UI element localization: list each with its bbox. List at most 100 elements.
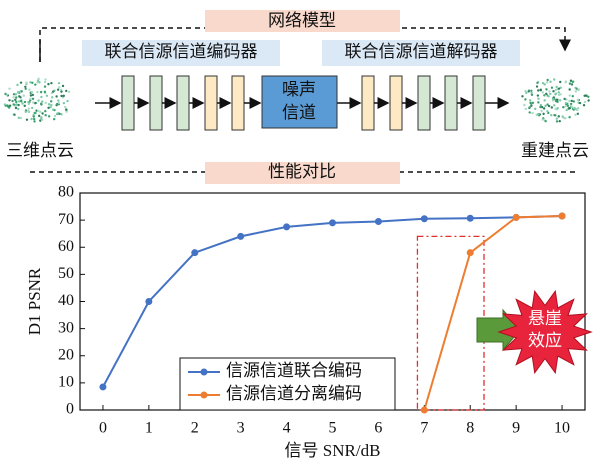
cloud-point — [575, 90, 577, 92]
cloud-point — [542, 91, 544, 93]
cloud-point — [56, 103, 58, 105]
cloud-point — [27, 101, 29, 103]
cloud-point — [553, 104, 555, 106]
cloud-point — [557, 107, 559, 109]
cloud-point — [27, 110, 29, 112]
cloud-point — [26, 119, 28, 121]
y-tick-label: 20 — [58, 346, 74, 363]
cloud-point — [548, 105, 550, 107]
cloud-point — [528, 107, 530, 109]
cloud-point — [57, 99, 59, 101]
cloud-point — [568, 88, 570, 90]
cloud-point — [542, 118, 544, 120]
cloud-point — [52, 90, 54, 92]
cloud-point — [564, 117, 566, 119]
cloud-point — [565, 80, 567, 82]
data-point — [145, 298, 152, 305]
x-tick-label: 4 — [283, 420, 291, 437]
input-cloud — [4, 78, 71, 123]
cloud-point — [22, 95, 24, 97]
cloud-point — [559, 81, 561, 83]
cloud-point — [543, 107, 545, 109]
cloud-point — [530, 91, 532, 93]
cloud-point — [537, 94, 539, 96]
x-tick-label: 7 — [420, 420, 428, 437]
cloud-point — [57, 89, 59, 91]
cloud-point — [531, 112, 533, 114]
cloud-point — [529, 102, 531, 104]
cloud-point — [544, 83, 546, 85]
cloud-point — [546, 81, 548, 83]
cloud-point — [555, 92, 557, 94]
data-point — [375, 218, 382, 225]
data-point — [421, 215, 428, 222]
cloud-point — [28, 108, 30, 110]
x-axis-label: 信号 SNR/dB — [285, 441, 381, 460]
cloud-point — [28, 89, 30, 91]
layer-block — [418, 76, 430, 130]
cloud-point — [567, 105, 569, 107]
cloud-point — [562, 106, 564, 108]
cloud-point — [529, 111, 531, 113]
x-tick-label: 2 — [191, 420, 199, 437]
layer-block — [205, 76, 217, 130]
cloud-point — [13, 93, 15, 95]
cloud-point — [556, 99, 558, 101]
cloud-point — [60, 90, 62, 92]
legend-label: 信源信道联合编码 — [226, 361, 362, 380]
cloud-point — [554, 114, 556, 116]
cloud-point — [56, 112, 58, 114]
cloud-point — [18, 117, 20, 119]
data-point — [467, 249, 474, 256]
cloud-point — [33, 118, 35, 120]
cloud-point — [529, 99, 531, 101]
cloud-point — [29, 98, 31, 100]
cloud-point — [46, 95, 48, 97]
cloud-point — [34, 83, 36, 85]
cloud-point — [548, 90, 550, 92]
cloud-point — [33, 115, 35, 117]
cloud-point — [48, 115, 50, 117]
data-point — [559, 213, 566, 220]
cloud-point — [25, 81, 27, 83]
cloud-point — [546, 110, 548, 112]
cloud-point — [55, 95, 57, 97]
cloud-point — [63, 95, 65, 97]
cloud-point — [17, 108, 19, 110]
cloud-point — [17, 91, 19, 93]
cloud-point — [38, 78, 40, 80]
cloud-point — [44, 85, 46, 87]
cloud-point — [577, 99, 579, 101]
cloud-point — [534, 108, 536, 110]
cloud-point — [11, 100, 13, 102]
cloud-point — [33, 120, 35, 122]
cloud-point — [555, 89, 557, 91]
output-label: 重建点云 — [521, 141, 589, 160]
cloud-point — [63, 102, 65, 104]
annotation: 效应 — [528, 331, 562, 350]
legend-label: 信源信道分离编码 — [226, 384, 362, 403]
cloud-point — [15, 101, 17, 103]
cloud-point — [553, 78, 555, 80]
cloud-point — [565, 102, 567, 104]
cloud-point — [50, 82, 52, 84]
cloud-point — [574, 87, 576, 89]
cloud-point — [558, 115, 560, 117]
cloud-point — [34, 112, 36, 114]
annotation: 悬崖 — [528, 309, 562, 328]
x-tick-label: 5 — [329, 420, 337, 437]
cloud-point — [47, 83, 49, 85]
x-tick-label: 9 — [512, 420, 520, 437]
cloud-point — [545, 93, 547, 95]
cloud-point — [555, 86, 557, 88]
cloud-point — [16, 84, 18, 86]
cloud-point — [17, 104, 19, 106]
cloud-point — [547, 95, 549, 97]
data-point — [513, 214, 520, 221]
cloud-point — [579, 102, 581, 104]
cloud-point — [558, 94, 560, 96]
cloud-point — [12, 103, 14, 105]
cloud-point — [549, 81, 551, 83]
cloud-point — [559, 120, 561, 122]
cloud-point — [524, 98, 526, 100]
